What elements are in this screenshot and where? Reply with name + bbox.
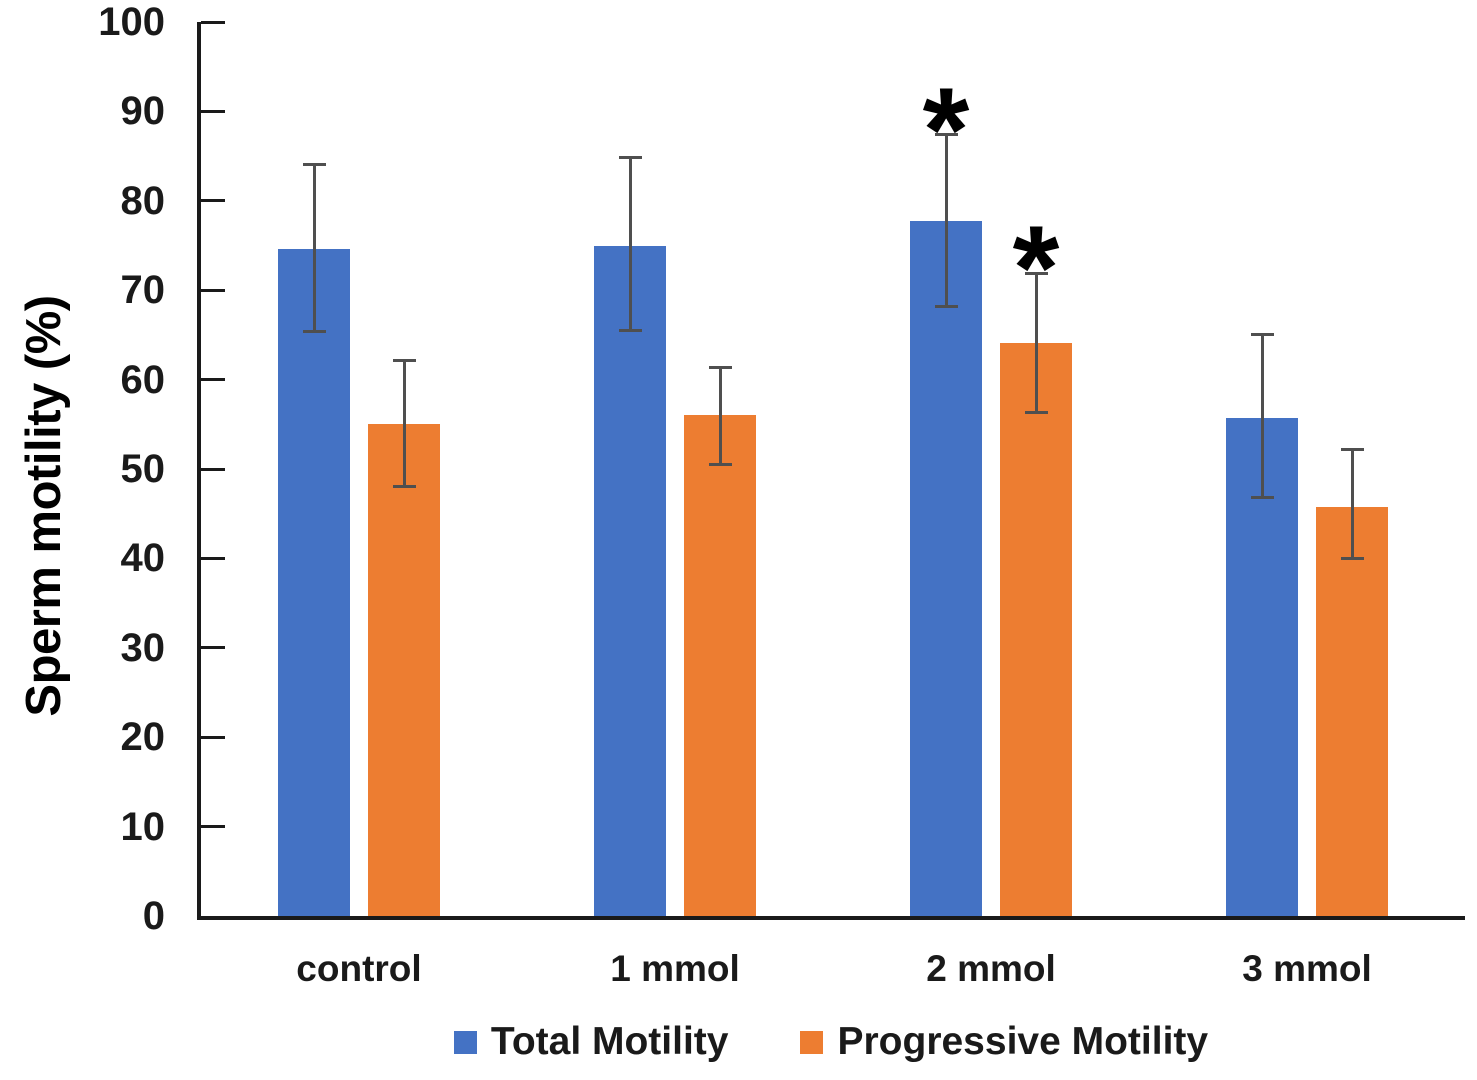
y-tick-label-60: 60 [120, 357, 166, 402]
error-bar-progressive-motility-2-mmol [1034, 273, 1038, 413]
bar-total-motility-1-mmol [594, 245, 666, 916]
y-tick-label-20: 20 [120, 715, 166, 760]
error-bar-cap-top-progressive-motility-3-mmol [1340, 447, 1364, 451]
legend-label-progressive-motility: Progressive Motility [837, 1020, 1209, 1063]
y-tick-mark-100 [201, 20, 225, 24]
y-tick-label-30: 30 [120, 625, 166, 670]
error-bar-progressive-motility-3-mmol [1350, 449, 1354, 559]
x-category-label-1-mmol: 1 mmol [610, 948, 740, 989]
legend-marker-progressive-motility [800, 1030, 824, 1054]
y-tick-mark-90 [201, 109, 225, 113]
bar-total-motility-3-mmol [1226, 418, 1298, 916]
error-bar-progressive-motility-control [402, 360, 406, 486]
y-tick-mark-80 [201, 199, 225, 203]
y-tick-mark-50 [201, 467, 225, 471]
error-bar-total-motility-1-mmol [628, 157, 632, 331]
error-bar-cap-bottom-total-motility-3-mmol [1250, 496, 1274, 500]
error-bar-cap-bottom-total-motility-2-mmol [934, 304, 958, 308]
error-bar-cap-top-progressive-motility-1-mmol [708, 366, 732, 370]
bar-progressive-motility-3-mmol [1316, 506, 1388, 916]
bar-progressive-motility-2-mmol [1000, 342, 1072, 916]
y-tick-mark-70 [201, 288, 225, 292]
error-bar-total-motility-3-mmol [1260, 334, 1264, 498]
y-tick-label-50: 50 [120, 447, 166, 491]
error-bar-cap-top-total-motility-control [302, 162, 326, 166]
y-tick-label-70: 70 [120, 268, 166, 313]
significance-asterisk-total-motility-2-mmol: * [922, 62, 970, 197]
y-tick-label-100: 100 [98, 0, 165, 44]
error-bar-cap-top-progressive-motility-control [392, 359, 416, 363]
error-bar-cap-bottom-progressive-motility-2-mmol [1024, 411, 1048, 415]
error-bar-cap-bottom-total-motility-control [302, 329, 326, 333]
error-bar-cap-top-total-motility-2-mmol [934, 133, 958, 137]
y-tick-mark-10 [201, 825, 225, 829]
legend-label-total-motility: Total Motility [490, 1020, 729, 1063]
y-tick-mark-30 [201, 646, 225, 650]
legend-marker-total-motility [453, 1030, 477, 1054]
y-tick-label-10: 10 [120, 804, 166, 849]
x-category-label-2-mmol: 2 mmol [926, 948, 1056, 989]
y-tick-mark-20 [201, 735, 225, 739]
y-tick-label-90: 90 [120, 89, 166, 134]
bar-total-motility-2-mmol [910, 221, 982, 916]
y-tick-label-0: 0 [142, 894, 165, 938]
error-bar-total-motility-2-mmol [944, 134, 948, 307]
bar-progressive-motility-1-mmol [684, 415, 756, 916]
legend-item-total-motility: Total Motility [453, 1020, 729, 1064]
error-bar-cap-top-total-motility-1-mmol [618, 156, 642, 160]
bar-progressive-motility-control [368, 424, 440, 916]
error-bar-cap-bottom-total-motility-1-mmol [618, 328, 642, 332]
x-category-label-control: control [296, 948, 422, 989]
error-bar-cap-bottom-progressive-motility-1-mmol [708, 463, 732, 467]
y-tick-label-40: 40 [120, 536, 166, 581]
plot-area: 0 10 20 30 40 50 60 70 80 90 100 control 1 mmol 2 mmo… [98, 0, 1465, 989]
error-bar-cap-bottom-progressive-motility-control [392, 484, 416, 488]
error-bar-progressive-motility-1-mmol [718, 367, 722, 465]
significance-asterisk-progressive-motility-2-mmol: * [1012, 201, 1060, 336]
legend: Total Motility Progressive Motility [197, 1020, 1465, 1064]
legend-item-progressive-motility: Progressive Motility [800, 1020, 1208, 1064]
y-tick-mark-60 [201, 378, 225, 382]
error-bar-cap-bottom-progressive-motility-3-mmol [1340, 556, 1364, 560]
error-bar-cap-top-total-motility-3-mmol [1250, 332, 1274, 336]
error-bar-total-motility-control [312, 164, 316, 332]
bar-total-motility-control [278, 249, 350, 916]
y-tick-label-80: 80 [120, 178, 166, 223]
error-bar-cap-top-progressive-motility-2-mmol [1024, 271, 1048, 275]
y-tick-mark-40 [201, 556, 225, 560]
x-category-label-3-mmol: 3 mmol [1242, 948, 1372, 989]
